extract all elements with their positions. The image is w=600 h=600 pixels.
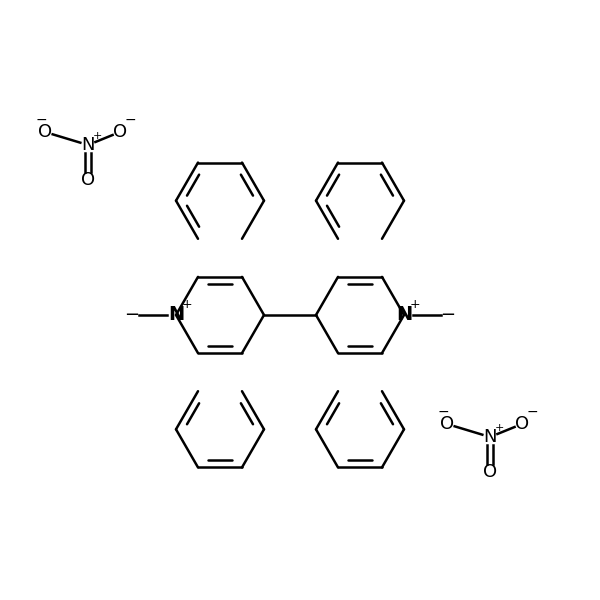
Text: −: − (124, 306, 140, 324)
Text: O: O (38, 123, 52, 141)
Text: +: + (410, 298, 421, 311)
Text: −: − (35, 113, 47, 127)
Text: N: N (483, 428, 497, 446)
Text: N: N (396, 305, 412, 325)
Text: −: − (437, 405, 449, 419)
Text: +: + (182, 298, 193, 311)
Text: N: N (168, 305, 184, 325)
Text: +: + (494, 423, 503, 433)
Text: −: − (440, 306, 455, 324)
Text: +: + (92, 131, 101, 141)
Text: −: − (526, 405, 538, 419)
Text: O: O (81, 171, 95, 189)
Text: −: − (124, 113, 136, 127)
Text: O: O (515, 415, 529, 433)
Text: O: O (113, 123, 127, 141)
Text: O: O (483, 463, 497, 481)
Text: O: O (440, 415, 454, 433)
Text: N: N (81, 136, 95, 154)
